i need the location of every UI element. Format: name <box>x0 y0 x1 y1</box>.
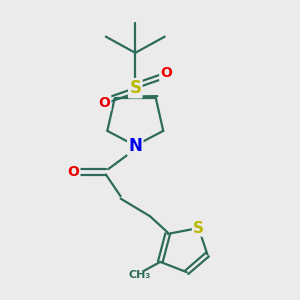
Text: S: S <box>129 79 141 97</box>
Text: CH₃: CH₃ <box>129 270 151 280</box>
Text: S: S <box>193 220 204 236</box>
Text: O: O <box>160 66 172 80</box>
Text: O: O <box>98 96 110 110</box>
Text: N: N <box>128 136 142 154</box>
Text: O: O <box>68 165 80 179</box>
